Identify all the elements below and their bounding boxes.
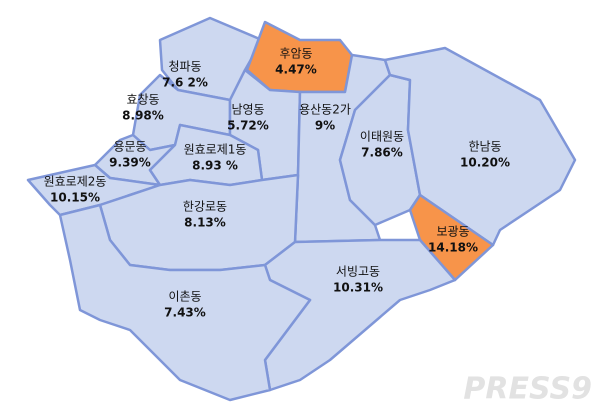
region-share: 14.18% (428, 241, 478, 255)
region-share: 5.72% (227, 119, 269, 133)
region-share: 10.31% (333, 281, 383, 295)
region-name: 원효로제1동 (184, 143, 247, 157)
region-name: 서빙고동 (336, 265, 380, 279)
region-name: 한남동 (468, 140, 501, 154)
region-name: 보광동 (436, 225, 469, 239)
region-name: 청파동 (168, 60, 201, 74)
region-share: 7.6 2% (162, 76, 208, 90)
region-share: 7.43% (164, 306, 206, 320)
labels: 청파동 7.6 2% 후암동 4.47% 효창동 8.98% 남영동 5.72% 용산동2가 9%… (44, 47, 510, 320)
region-name: 용문동 (113, 140, 146, 154)
region-name: 남영동 (231, 103, 264, 117)
region-name: 후암동 (279, 47, 312, 61)
region-share: 10.15% (50, 191, 100, 205)
region-share: 8.13% (184, 216, 226, 230)
region (58, 203, 312, 402)
region-name: 한강로동 (183, 200, 227, 214)
region-share: 4.47% (275, 63, 317, 77)
region-share: 9% (315, 119, 335, 133)
region (383, 46, 577, 247)
region-share: 7.86% (361, 146, 403, 160)
region-name: 효창동 (126, 93, 159, 107)
region-name: 이촌동 (168, 290, 201, 304)
region-name: 이태원동 (360, 130, 404, 144)
region-name: 원효로제2동 (44, 175, 107, 189)
regions (26, 16, 577, 402)
region-share: 10.20% (460, 156, 510, 170)
region-share: 9.39% (109, 156, 151, 170)
region-share: 8.93 % (192, 159, 238, 173)
region-name: 용산동2가 (299, 103, 351, 117)
watermark: PRESS9 (463, 372, 592, 407)
region-share: 8.98% (122, 109, 164, 123)
